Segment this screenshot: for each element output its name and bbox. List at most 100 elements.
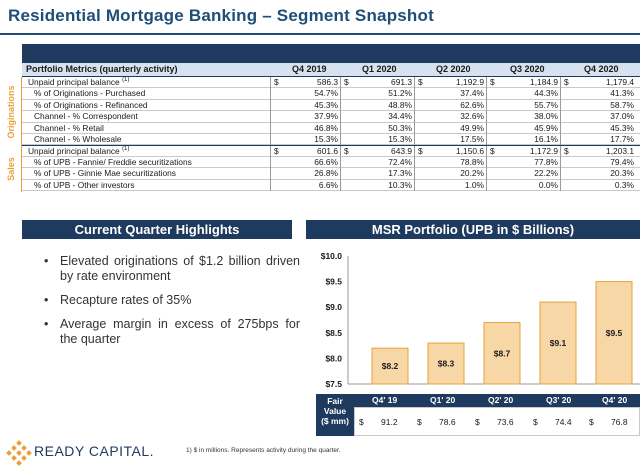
column-divider [340,99,341,112]
column-divider [270,99,271,112]
column-divider [414,168,415,180]
table-cell: 1,172.9 [530,146,558,157]
sales-section-label: Sales [0,146,22,192]
fair-value-quarter: Q4' 20 [602,395,628,405]
column-divider [560,88,561,100]
table-row: % of Originations - Refinanced 45.3% 48.8%… [22,99,640,112]
table-cell: 45.9% [534,122,558,133]
column-divider [414,77,415,89]
table-cell: 26.8% [314,168,338,179]
table-cell: 32.6% [460,111,484,122]
msr-heading: MSR Portfolio (UPB in $ Billions) [306,220,640,239]
column-divider [270,168,271,180]
table-cell: 17.5% [460,134,484,144]
table-cell: 58.7% [610,99,634,110]
bar-value-label: $9.5 [606,328,623,338]
dollar-sign: $ [533,417,538,427]
col-header-q2-2020: Q2 2020 [436,64,471,74]
column-divider [340,88,341,100]
table-cell: 46.8% [314,122,338,133]
column-divider [560,122,561,134]
column-divider [560,168,561,180]
table-cell: 34.4% [388,111,412,122]
column-divider [560,156,561,169]
column-divider [486,179,487,191]
row-label: Channel - % Wholesale [34,134,122,144]
column-divider [560,111,561,123]
fair-value-label: Fair Value ($ mm) [316,394,354,436]
bar-value-label: $8.3 [438,359,455,369]
fair-value-value-row: $91.2 $78.6 $73.6 $74.4 $76.8 [354,407,640,436]
column-divider [340,168,341,180]
table-cell: 1,150.6 [456,146,484,157]
bullet-dot: • [44,254,49,268]
footnote: 1) $ in millions. Represents activity du… [186,447,341,454]
dollar-sign: $ [564,77,569,87]
column-divider [486,77,487,89]
table-cell: 55.7% [534,99,558,110]
header-band [22,44,640,63]
column-divider [486,122,487,134]
table-cell: 1.0% [464,179,484,190]
row-label: % of Originations - Purchased [34,88,146,99]
bar-value-label: $8.7 [494,348,511,358]
column-divider [560,146,561,158]
column-divider [486,111,487,123]
row-label: Channel - % Retail [34,122,104,133]
originations-section-label: Originations [0,77,22,146]
column-divider [270,156,271,169]
column-divider [340,146,341,158]
column-divider [560,134,561,146]
y-tick-label: $8.5 [325,328,342,338]
table-cell: 41.3% [610,88,634,99]
highlights-heading: Current Quarter Highlights [22,220,292,239]
y-tick-label: $9.0 [325,302,342,312]
table-cell: 15.3% [388,134,412,144]
table-cell: 17.3% [388,168,412,179]
dollar-sign: $ [589,417,594,427]
table-cell: 37.4% [460,88,484,99]
table-cell: 49.9% [460,122,484,133]
dollar-sign: $ [418,77,423,87]
column-divider [340,179,341,191]
y-tick-label: $9.5 [325,277,342,287]
dollar-sign: $ [274,146,279,157]
col-header-q4-2020: Q4 2020 [584,64,619,74]
column-divider [486,168,487,180]
table-cell: 37.0% [610,111,634,122]
table-row: Channel - % Retail 46.8% 50.3% 49.9% 45.9% 45… [22,122,640,134]
row-label: % of UPB - Other investors [34,179,135,190]
table-cell: 48.8% [388,99,412,110]
fair-value-quarter: Q3' 20 [546,395,572,405]
table-cell: 20.2% [460,168,484,179]
column-divider [414,156,415,169]
dollar-sign: $ [359,417,364,427]
column-divider [560,77,561,89]
y-tick-label: $8.0 [325,353,342,363]
dollar-sign: $ [417,417,422,427]
table-cell: 54.7% [314,88,338,99]
msr-bar [371,347,409,385]
column-divider [414,99,415,112]
highlights-list: • Elevated originations of $1.2 billion d… [44,254,300,356]
highlight-item: • Average margin in excess of 275bps for … [44,317,300,346]
column-divider [340,134,341,146]
table-cell: 45.3% [314,99,338,110]
dollar-sign: $ [490,77,495,87]
dollar-sign: $ [475,417,480,427]
row-label: Unpaid principal balance (1) [28,146,130,157]
msr-bar [595,281,633,385]
column-divider [486,156,487,169]
table-cell: 17.7% [610,134,634,144]
column-divider [486,88,487,100]
table-cell: 44.3% [534,88,558,99]
column-divider [270,122,271,134]
table-cell: 45.3% [610,122,634,133]
column-divider [414,111,415,123]
table-cell: 72.4% [388,156,412,167]
title-divider [0,33,640,35]
highlight-item: • Elevated originations of $1.2 billion d… [44,254,300,283]
msr-bar [539,301,577,385]
table-cell: 586.3 [317,77,338,87]
column-divider [560,179,561,191]
